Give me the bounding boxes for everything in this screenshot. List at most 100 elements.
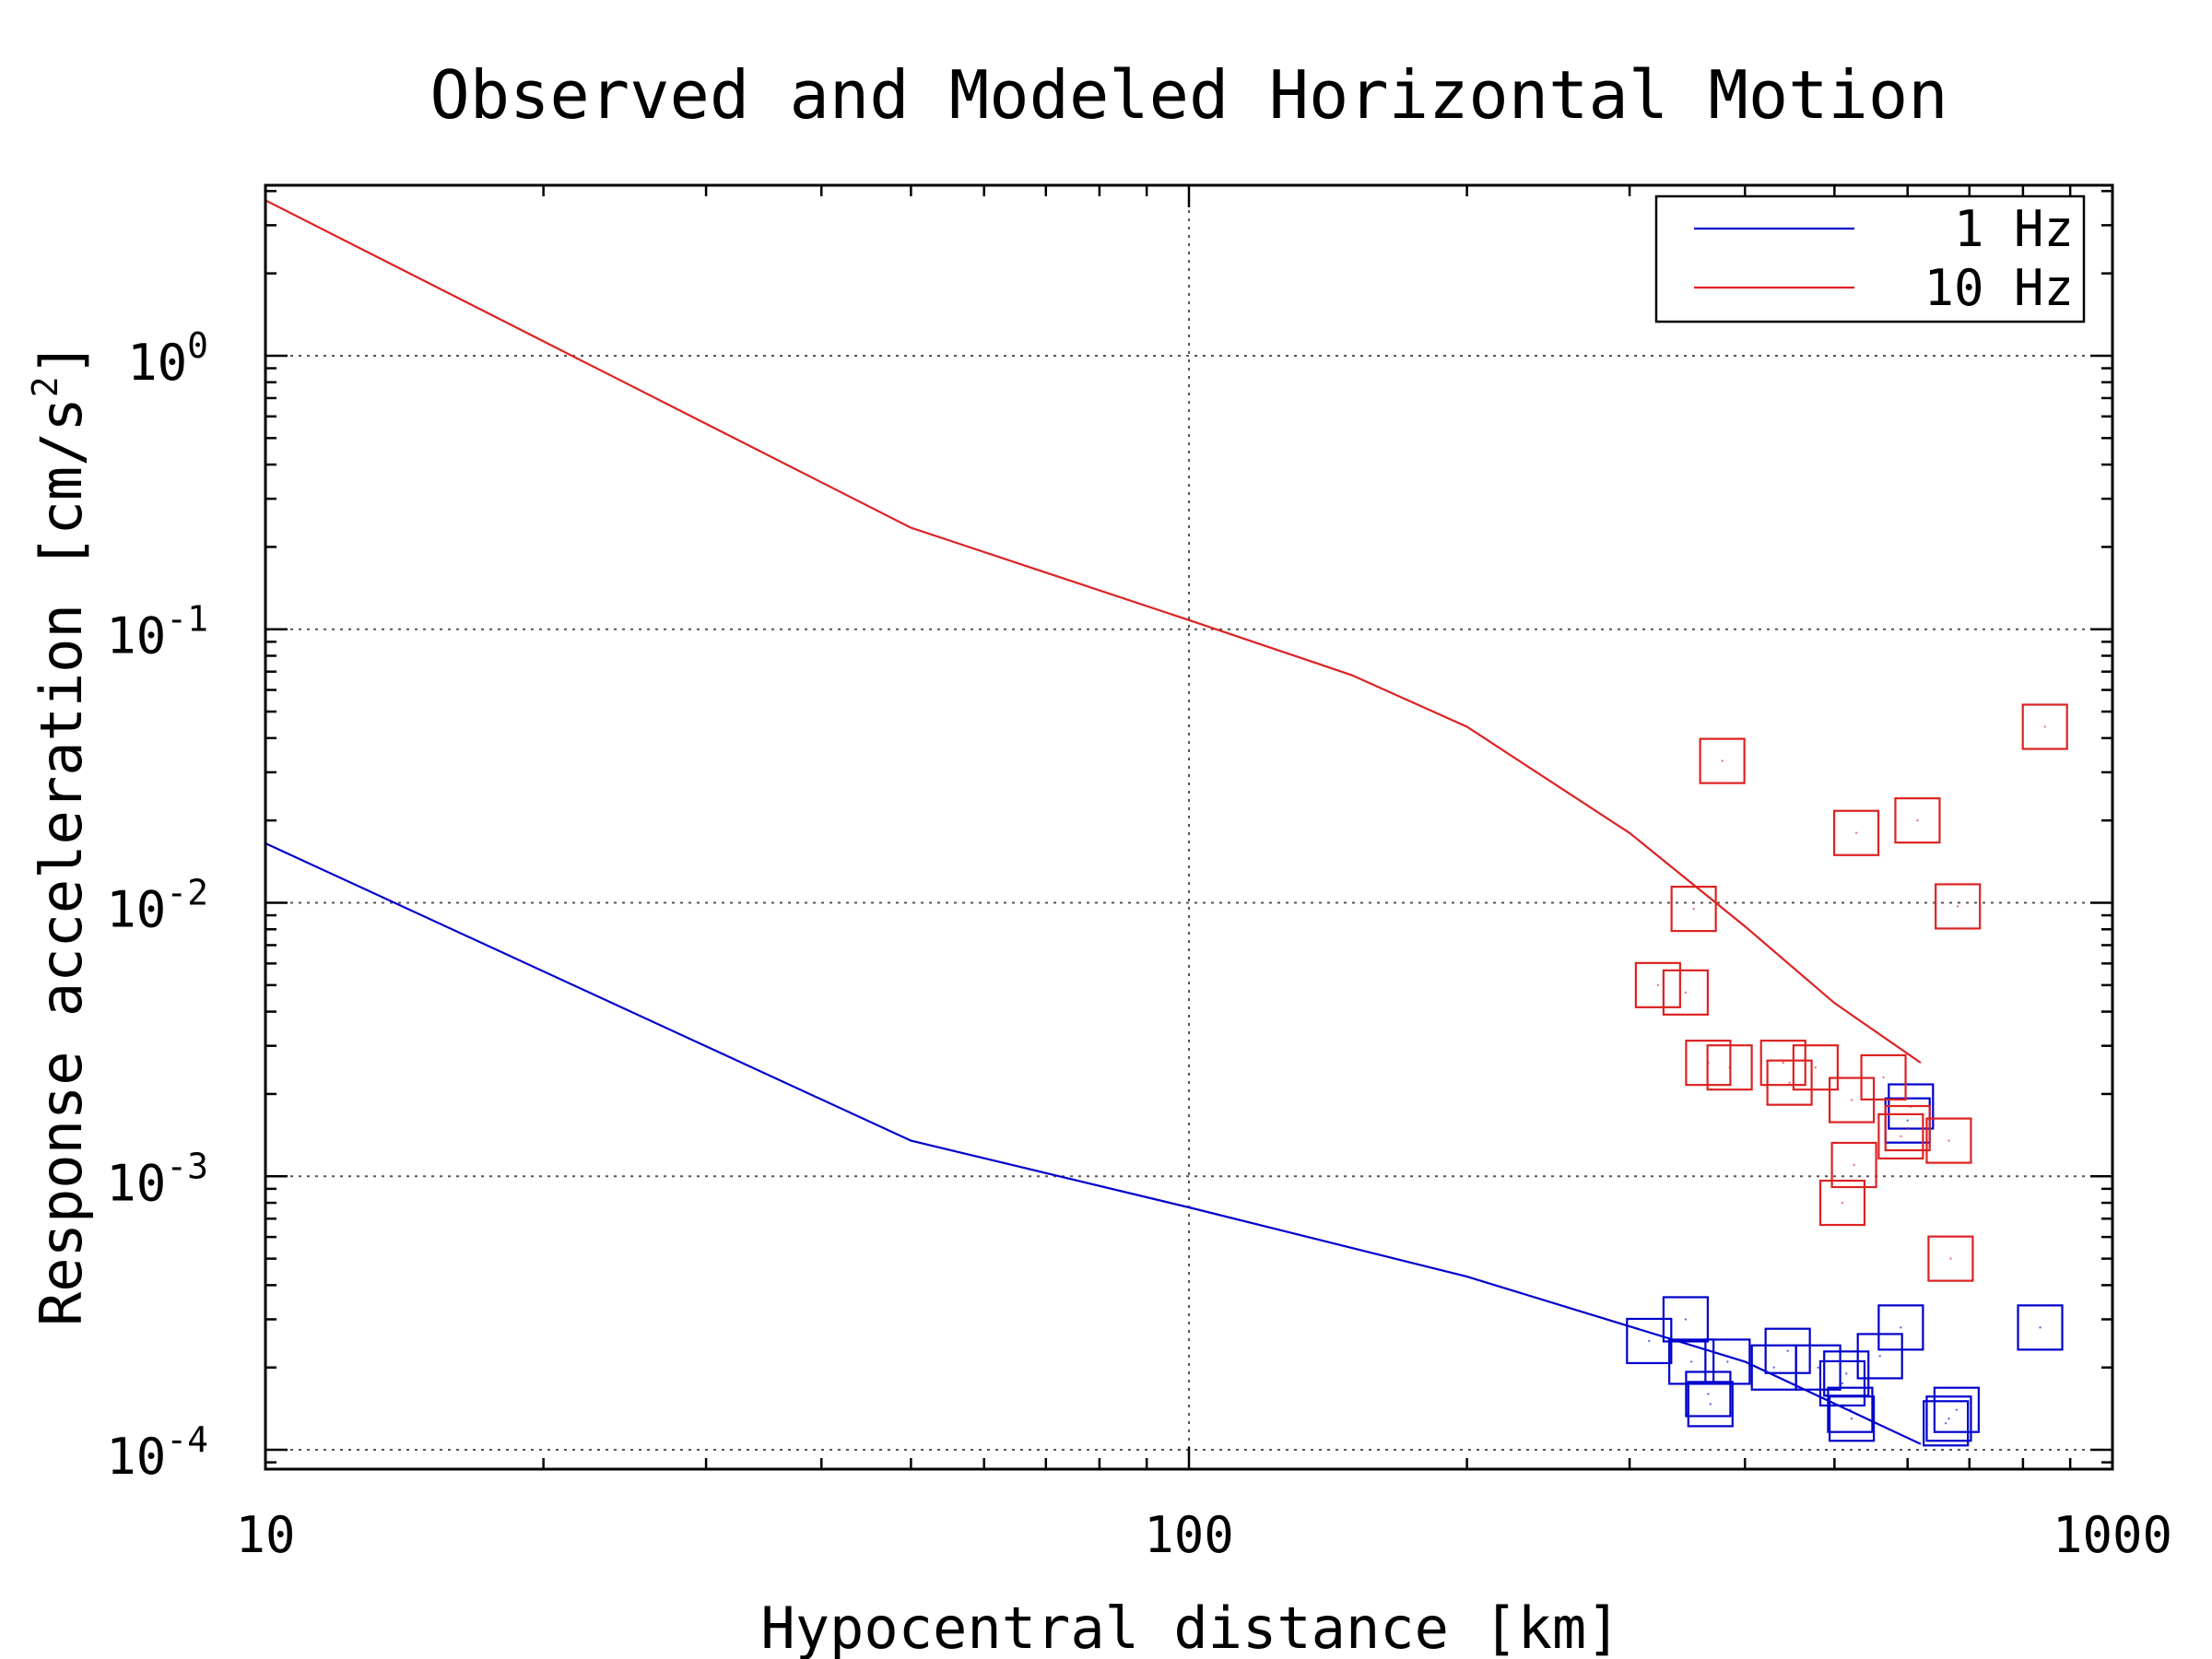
observed-point-10-hz — [1706, 1044, 1753, 1091]
y-tick-exponent: -2 — [166, 873, 208, 913]
observed-point-10-hz — [1894, 797, 1941, 844]
observed-point-center-1-hz — [1648, 1339, 1651, 1343]
observed-point-10-hz — [1927, 1235, 1974, 1282]
y-tick-base: 10 — [127, 334, 187, 392]
observed-point-center-1-hz — [1947, 1418, 1950, 1420]
legend-label-1-hz: 1 Hz — [1954, 200, 2074, 258]
observed-point-10-hz — [1662, 969, 1709, 1016]
observed-point-center-1-hz — [1841, 1382, 1844, 1385]
observed-point-center-10-hz — [1906, 1126, 1909, 1130]
legend-box — [1654, 194, 2086, 324]
chart-title: Observed and Modeled Horizontal Motion — [429, 56, 1947, 134]
observed-point-center-1-hz — [1772, 1366, 1775, 1369]
y-tick-base: 10 — [106, 881, 166, 939]
y-axis-label-superscript: 2 — [25, 376, 65, 397]
y-tick-label: 10-4 — [106, 1419, 208, 1486]
observed-point-center-10-hz — [1854, 831, 1858, 834]
observed-point-center-10-hz — [1900, 1135, 1902, 1138]
observed-point-10-hz — [1670, 886, 1717, 933]
observed-point-center-10-hz — [1788, 1081, 1791, 1084]
observed-point-10-hz — [1766, 1059, 1813, 1106]
y-tick-exponent: -4 — [166, 1419, 208, 1460]
observed-point-center-1-hz — [1900, 1326, 1902, 1329]
x-tick-label: 100 — [1144, 1506, 1234, 1564]
observed-point-center-1-hz — [1878, 1355, 1881, 1358]
observed-point-1-hz — [1704, 1338, 1751, 1385]
observed-point-1-hz — [1662, 1296, 1709, 1343]
observed-point-1-hz — [2017, 1304, 2064, 1351]
observed-point-center-10-hz — [1947, 1139, 1950, 1142]
observed-point-10-hz — [2021, 703, 2068, 750]
observed-point-center-1-hz — [1817, 1366, 1819, 1369]
observed-point-10-hz — [1818, 1179, 1866, 1227]
observed-point-center-10-hz — [1949, 1257, 1952, 1260]
legend-label-10-hz: 10 Hz — [1924, 259, 2074, 317]
series-10-hz — [265, 199, 2068, 1282]
y-tick-label: 100 — [127, 325, 208, 392]
model-line-1-hz — [265, 842, 1922, 1445]
y-tick-exponent: -1 — [166, 599, 208, 640]
y-tick-label: 10-2 — [106, 873, 208, 939]
y-tick-label: 10-3 — [106, 1146, 208, 1212]
observed-point-center-10-hz — [1782, 1061, 1784, 1065]
observed-point-center-10-hz — [1853, 1163, 1855, 1167]
observed-point-10-hz — [1860, 1053, 1907, 1101]
observed-point-10-hz — [1935, 883, 1982, 930]
observed-point-center-1-hz — [1944, 1422, 1947, 1425]
observed-point-center-10-hz — [1814, 1065, 1818, 1069]
observed-point-center-1-hz — [1709, 1403, 1712, 1406]
observed-point-center-1-hz — [1849, 1408, 1852, 1411]
y-axis-label: Response acceleration [cm/s2] — [25, 342, 95, 1326]
observed-point-center-1-hz — [1786, 1349, 1789, 1352]
observed-point-1-hz — [1877, 1304, 1924, 1351]
observed-point-10-hz — [1884, 1104, 1931, 1152]
observed-point-center-10-hz — [1956, 905, 1959, 908]
observed-point-1-hz — [1827, 1386, 1874, 1433]
observed-point-10-hz — [1634, 961, 1681, 1008]
observed-point-10-hz — [1759, 1040, 1806, 1087]
y-tick-exponent: -3 — [166, 1146, 208, 1186]
x-tick-label: 1000 — [2053, 1506, 2172, 1564]
observed-point-1-hz — [1933, 1386, 1980, 1433]
observed-point-1-hz — [1818, 1359, 1866, 1407]
observed-point-1-hz — [1794, 1344, 1841, 1391]
observed-point-10-hz — [1699, 737, 1746, 784]
observed-point-10-hz — [1830, 1141, 1877, 1189]
y-tick-exponent: 0 — [187, 325, 208, 366]
observed-point-1-hz — [1925, 1395, 1972, 1442]
observed-point-center-1-hz — [1906, 1119, 1909, 1122]
observed-point-center-10-hz — [1721, 759, 1724, 762]
observed-point-center-1-hz — [1955, 1408, 1959, 1411]
model-line-10-hz — [265, 199, 1922, 1065]
observed-point-1-hz — [1923, 1400, 1970, 1447]
observed-point-center-10-hz — [1841, 1201, 1844, 1205]
observed-point-center-10-hz — [1656, 983, 1660, 987]
y-tick-base: 10 — [106, 607, 166, 665]
observed-point-center-1-hz — [1726, 1360, 1729, 1363]
observed-point-center-1-hz — [1845, 1372, 1848, 1375]
observed-point-center-10-hz — [1684, 991, 1688, 994]
observed-point-1-hz — [1856, 1333, 1903, 1380]
observed-point-10-hz — [1832, 809, 1880, 856]
observed-point-center-1-hz — [2039, 1326, 2041, 1329]
observed-point-center-1-hz — [1850, 1418, 1853, 1420]
observed-point-center-10-hz — [1882, 1076, 1885, 1079]
observed-point-1-hz — [1764, 1327, 1811, 1374]
observed-point-center-1-hz — [1689, 1360, 1693, 1363]
observed-point-center-10-hz — [2043, 725, 2046, 728]
observed-point-10-hz — [1792, 1044, 1839, 1091]
observed-point-center-10-hz — [1850, 1099, 1853, 1101]
observed-point-center-10-hz — [1692, 907, 1695, 911]
observed-point-10-hz — [1877, 1112, 1924, 1160]
observed-point-1-hz — [1668, 1338, 1715, 1385]
observed-point-center-10-hz — [1916, 818, 1919, 822]
observed-point-1-hz — [1687, 1381, 1734, 1428]
plot-frame — [264, 183, 2114, 1471]
observed-point-center-10-hz — [1728, 1065, 1731, 1069]
x-tick-label: 10 — [235, 1506, 295, 1564]
series-layer — [265, 199, 2068, 1447]
observed-point-10-hz — [1925, 1117, 1972, 1164]
